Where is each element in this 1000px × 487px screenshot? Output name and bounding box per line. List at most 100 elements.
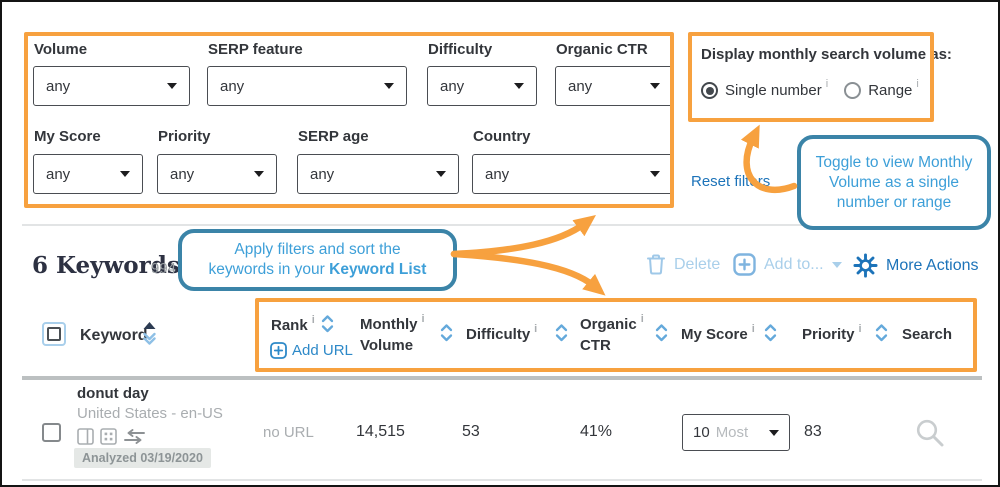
filter-select-my-score-value: any bbox=[46, 165, 71, 183]
keyword-count-heading: 6 Keywords bbox=[32, 252, 180, 279]
add-url-label: Add URL bbox=[292, 342, 353, 359]
filter-select-difficulty[interactable]: any bbox=[427, 66, 537, 106]
row-difficulty-value: 53 bbox=[462, 423, 480, 440]
grid-icon[interactable] bbox=[100, 428, 117, 445]
dropdown-caret-icon bbox=[167, 83, 177, 89]
arrow-apply-up bbox=[450, 215, 597, 258]
dropdown-caret-icon bbox=[436, 171, 446, 177]
row-locale: United States - en-US bbox=[77, 405, 223, 422]
gear-icon bbox=[853, 253, 878, 278]
dropdown-caret-icon bbox=[120, 171, 130, 177]
column-header-difficulty[interactable]: Difficulty i bbox=[466, 323, 538, 343]
sort-icon-keyword[interactable] bbox=[142, 321, 157, 345]
row-icon-group bbox=[77, 428, 146, 445]
more-actions-button-label: More Actions bbox=[886, 256, 979, 274]
filter-select-serp-feature[interactable]: any bbox=[207, 66, 407, 106]
row-monthly-volume-value: 14,515 bbox=[356, 423, 405, 440]
checkbox-icon-row[interactable] bbox=[42, 423, 61, 442]
info-icon[interactable]: i bbox=[311, 314, 315, 326]
info-icon[interactable]: i bbox=[751, 323, 755, 335]
row-priority-value: 83 bbox=[804, 423, 822, 440]
magnifier-icon[interactable] bbox=[914, 417, 945, 448]
filter-label-serp-age: SERP age bbox=[298, 128, 369, 145]
filter-select-volume[interactable]: any bbox=[33, 66, 190, 106]
radio-icon-range[interactable] bbox=[844, 82, 862, 99]
keyword-count-suffix: 994 bbox=[151, 260, 177, 277]
filter-select-priority-value: any bbox=[170, 165, 195, 183]
apply-callout-line2: keywords in your Keyword List bbox=[208, 261, 427, 278]
filter-label-volume: Volume bbox=[34, 41, 88, 58]
report-icon[interactable] bbox=[77, 428, 94, 445]
filter-select-organic-ctr-value: any bbox=[568, 77, 593, 95]
filter-select-volume-value: any bbox=[46, 77, 71, 95]
my-score-value: 10 bbox=[693, 424, 710, 441]
dropdown-caret-icon bbox=[254, 171, 264, 177]
sort-icon-organic-ctr[interactable] bbox=[655, 323, 668, 343]
row-organic-ctr-value: 41% bbox=[580, 423, 613, 440]
column-header-keyword[interactable]: Keyword bbox=[80, 327, 148, 344]
filter-select-country[interactable]: any bbox=[472, 154, 673, 194]
sort-icon-my-score[interactable] bbox=[764, 323, 777, 343]
checkbox-icon-select-all[interactable] bbox=[42, 322, 66, 346]
sort-icon-rank[interactable] bbox=[321, 314, 334, 334]
filter-select-organic-ctr[interactable]: any bbox=[555, 66, 673, 106]
sort-icon-difficulty[interactable] bbox=[555, 323, 568, 343]
my-score-option: Most bbox=[715, 424, 749, 441]
row-rank-value: no URL bbox=[263, 424, 314, 441]
info-icon[interactable]: i bbox=[825, 77, 829, 90]
filter-label-serp-feature: SERP feature bbox=[208, 41, 303, 58]
column-header-search: Search bbox=[902, 326, 953, 343]
add-to-button-label: Add to... bbox=[764, 255, 824, 273]
filter-select-serp-age-value: any bbox=[310, 165, 335, 183]
dropdown-caret-icon bbox=[514, 83, 524, 89]
filter-select-country-value: any bbox=[485, 165, 510, 183]
columns-highlight-box: Rank i Add URL Monthly i Volume Difficulty… bbox=[255, 298, 977, 372]
dropdown-caret-icon bbox=[769, 429, 779, 436]
column-header-my-score[interactable]: My Score i bbox=[681, 323, 755, 343]
radio-label-range[interactable]: Range bbox=[868, 82, 913, 99]
info-icon[interactable]: i bbox=[421, 313, 425, 325]
filter-select-priority[interactable]: any bbox=[157, 154, 277, 194]
sort-icon-monthly-volume[interactable] bbox=[440, 323, 453, 343]
info-icon[interactable]: i bbox=[640, 313, 644, 325]
arrow-apply-down bbox=[450, 250, 606, 296]
row-keyword[interactable]: donut day bbox=[77, 385, 149, 402]
filter-select-serp-feature-value: any bbox=[220, 77, 245, 95]
add-url-button[interactable]: Add URL bbox=[270, 342, 353, 359]
info-icon[interactable]: i bbox=[858, 323, 862, 335]
reset-filters-link[interactable]: Reset filters bbox=[691, 173, 771, 190]
add-to-button[interactable]: Add to... bbox=[733, 253, 842, 276]
sort-icon-priority[interactable] bbox=[875, 323, 888, 343]
my-score-select[interactable]: 10 Most bbox=[682, 414, 790, 451]
dropdown-caret-icon bbox=[384, 83, 394, 89]
column-header-priority[interactable]: Priority i bbox=[802, 323, 862, 343]
checkbox-inner bbox=[47, 327, 61, 341]
volume-display-highlight-box bbox=[688, 32, 934, 122]
radio-icon-single-number[interactable] bbox=[701, 82, 718, 99]
radio-label-single-number[interactable]: Single number bbox=[725, 82, 822, 99]
toggle-callout: Toggle to view Monthly Volume as a singl… bbox=[797, 135, 991, 230]
column-header-rank[interactable]: Rank i bbox=[271, 314, 315, 334]
more-actions-button[interactable]: More Actions bbox=[853, 253, 978, 278]
dropdown-caret-icon bbox=[650, 171, 660, 177]
info-icon[interactable]: i bbox=[534, 323, 538, 335]
volume-display-title: Display monthly search volume as: bbox=[701, 46, 952, 63]
row-divider bbox=[22, 479, 982, 481]
swap-arrows-icon[interactable] bbox=[123, 429, 146, 444]
analyzed-badge: Analyzed 03/19/2020 bbox=[74, 448, 211, 468]
apply-filters-callout: Apply filters and sort the keywords in y… bbox=[178, 229, 457, 291]
filter-select-serp-age[interactable]: any bbox=[297, 154, 459, 194]
toggle-callout-text: Toggle to view Monthly Volume as a singl… bbox=[815, 153, 973, 211]
info-icon[interactable]: i bbox=[916, 77, 919, 90]
table-header-divider bbox=[22, 376, 982, 380]
delete-button[interactable]: Delete bbox=[646, 253, 720, 276]
column-header-organic-ctr[interactable]: Organic i CTR bbox=[580, 313, 644, 354]
trash-icon bbox=[646, 253, 666, 276]
filter-select-my-score[interactable]: any bbox=[33, 154, 143, 194]
column-header-monthly-volume[interactable]: Monthly i Volume bbox=[360, 313, 425, 354]
filter-label-difficulty: Difficulty bbox=[428, 41, 493, 58]
filter-label-country: Country bbox=[473, 128, 531, 145]
dropdown-caret-icon bbox=[650, 83, 660, 89]
filter-select-difficulty-value: any bbox=[440, 77, 465, 95]
